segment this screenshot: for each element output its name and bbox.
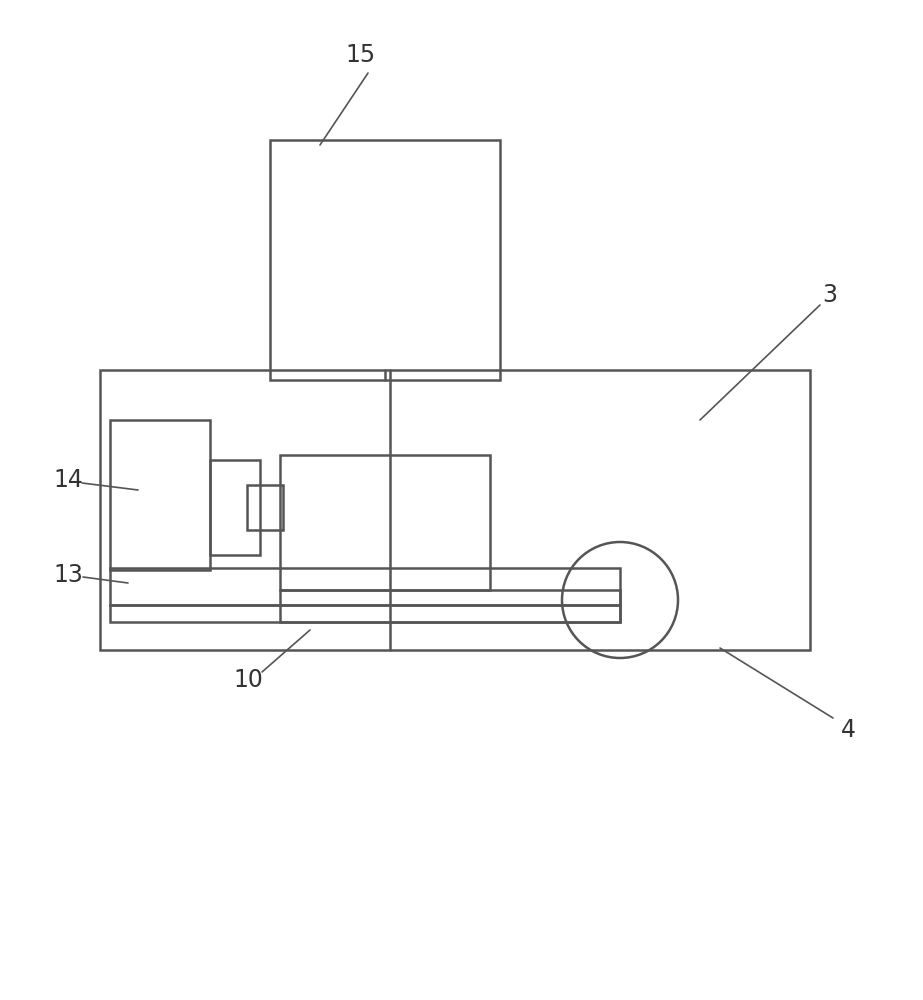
Bar xyxy=(110,420,210,570)
Bar xyxy=(210,460,260,555)
Bar xyxy=(280,590,620,622)
Bar xyxy=(100,370,810,650)
Text: 3: 3 xyxy=(822,283,837,307)
Text: 15: 15 xyxy=(345,43,375,67)
Bar xyxy=(280,455,490,590)
Text: 10: 10 xyxy=(234,668,263,692)
Bar xyxy=(247,485,283,530)
Text: 13: 13 xyxy=(53,563,83,587)
Bar xyxy=(270,140,500,380)
Bar xyxy=(110,568,620,605)
Text: 4: 4 xyxy=(841,718,856,742)
Bar xyxy=(110,605,620,622)
Text: 14: 14 xyxy=(53,468,83,492)
